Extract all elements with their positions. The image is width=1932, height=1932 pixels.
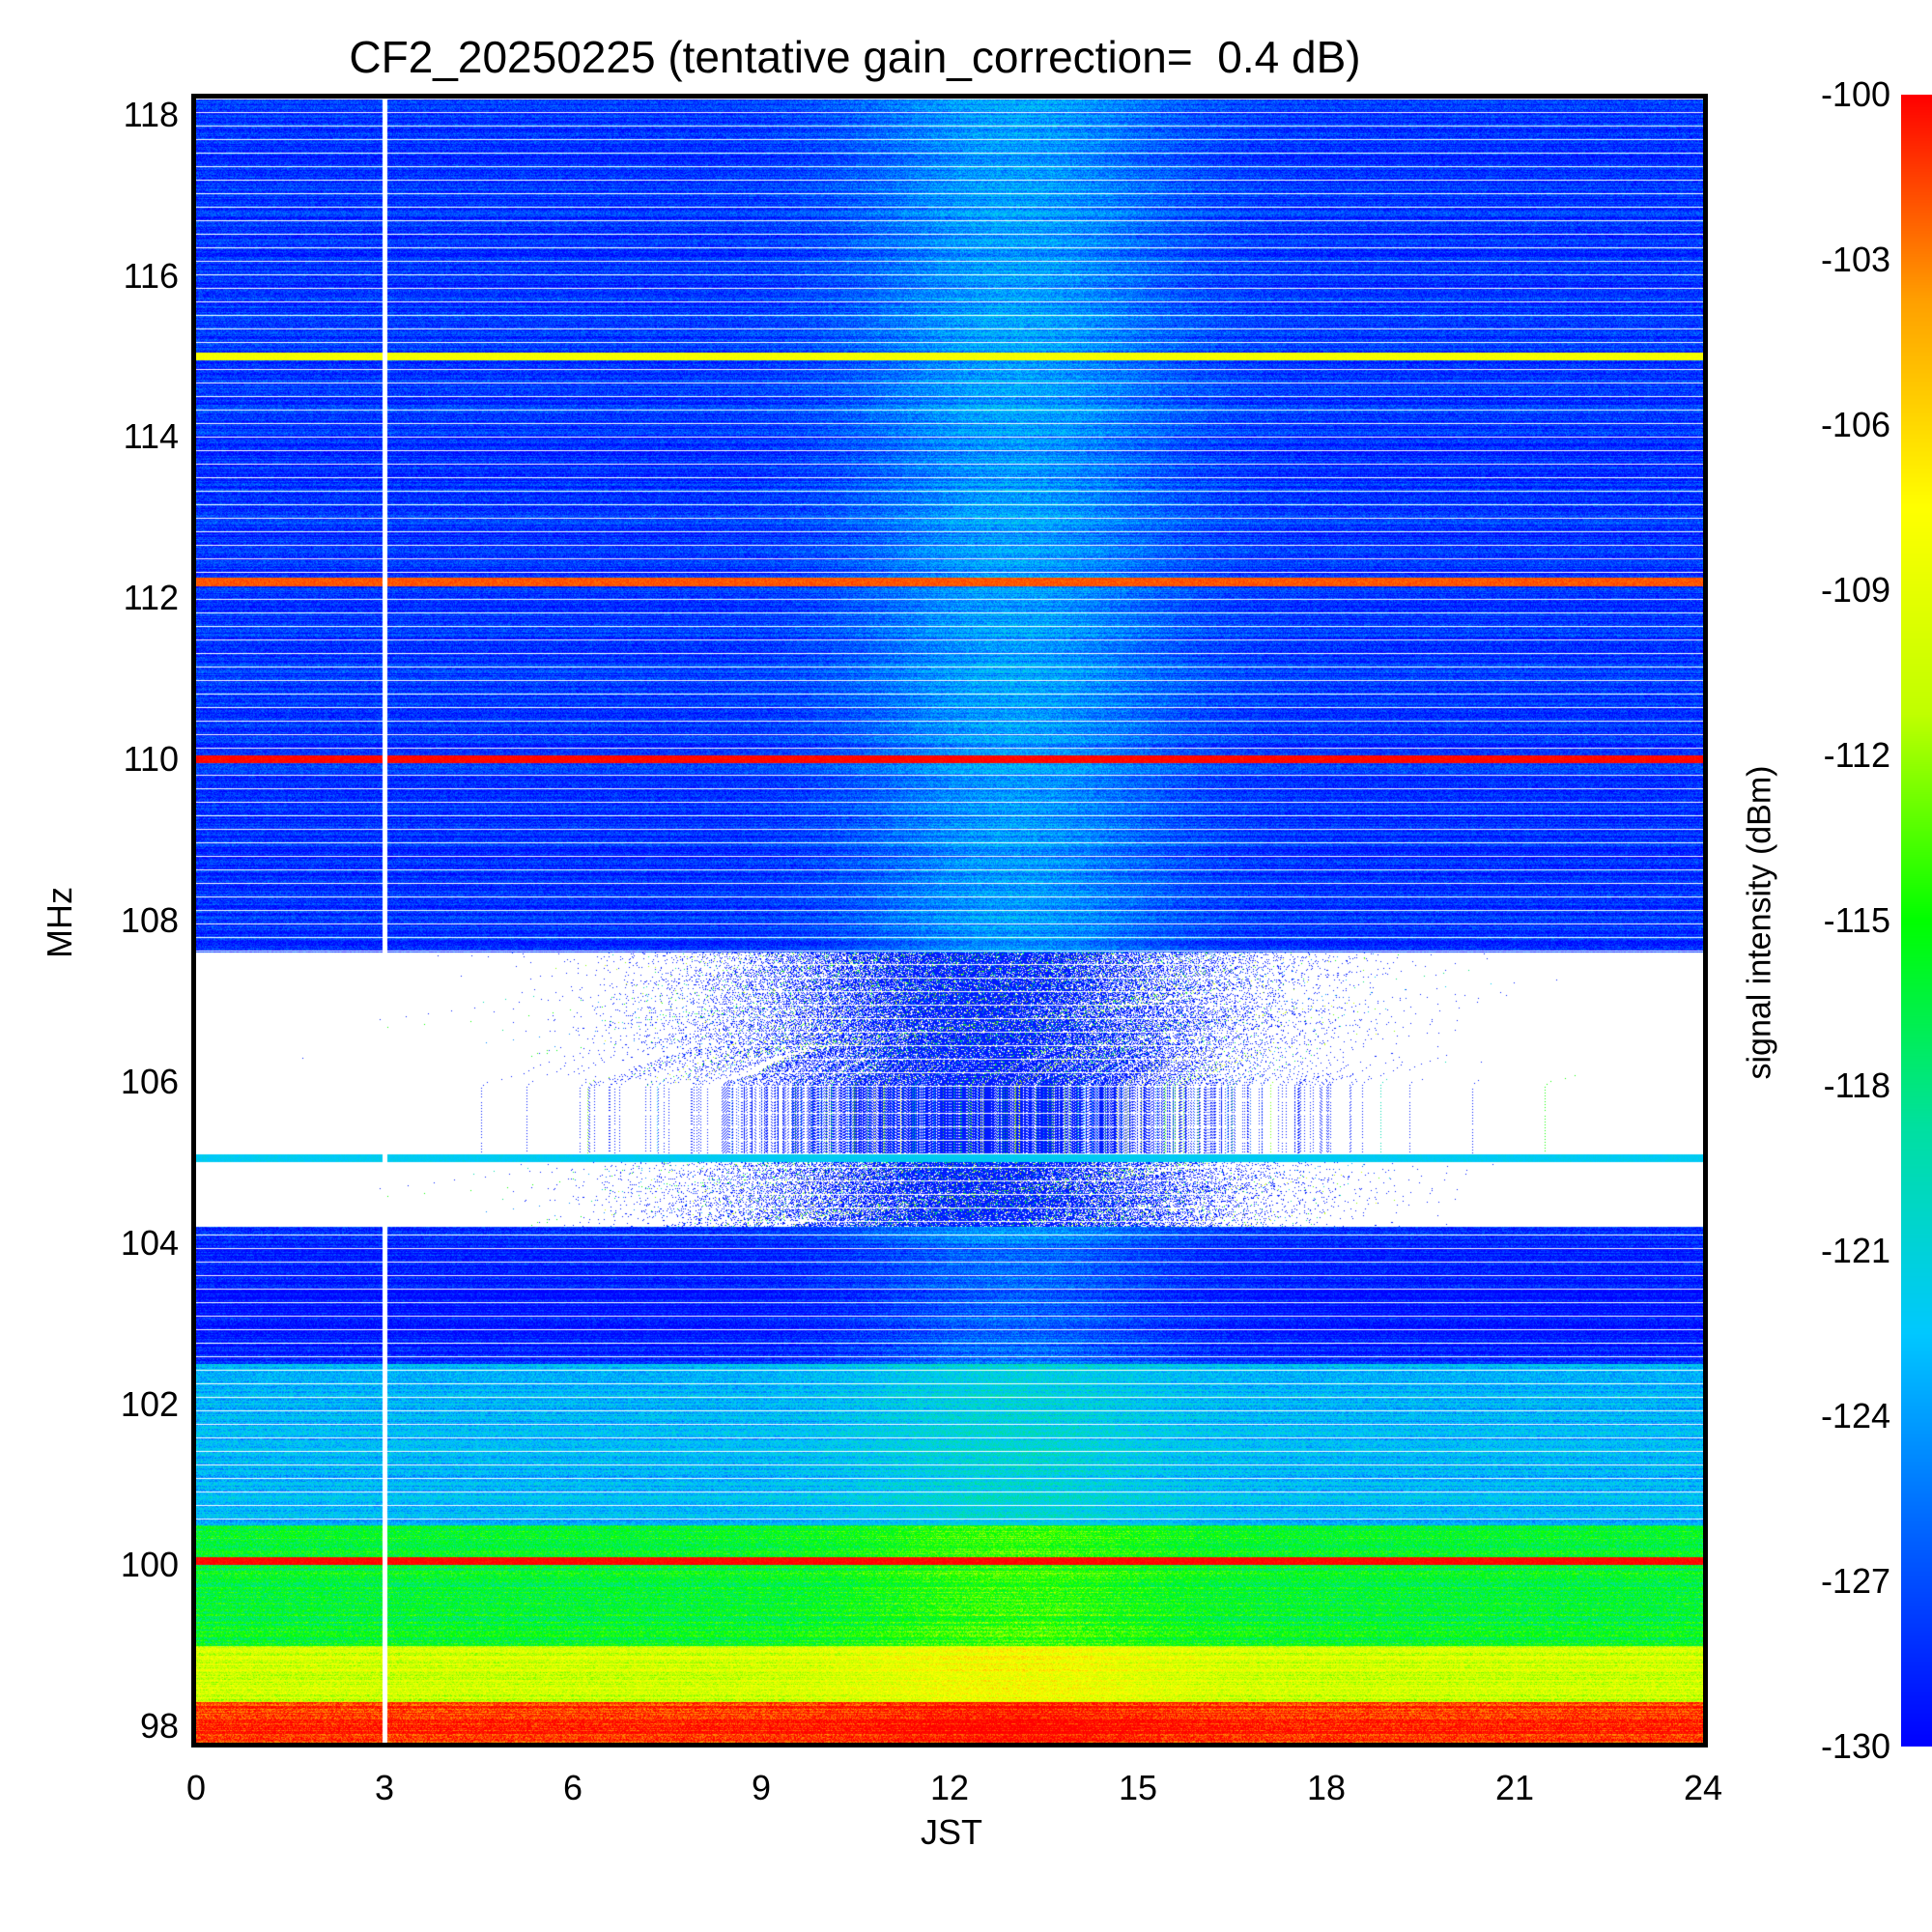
x-tick-label: 21 xyxy=(1494,1768,1535,1807)
y-axis-label: MHz xyxy=(40,887,79,958)
x-tick-label: 3 xyxy=(374,1768,395,1807)
colorbar-tick-label: -127 xyxy=(1820,1561,1890,1601)
colorbar-tick-label: -106 xyxy=(1820,405,1890,444)
y-tick-label: 100 xyxy=(120,1545,179,1585)
chart-title: CF2_20250225 (tentative gain_correction=… xyxy=(349,32,1361,82)
y-tick-label: 98 xyxy=(139,1706,179,1747)
x-axis-label: JST xyxy=(920,1812,983,1852)
x-tick-label: 15 xyxy=(1118,1768,1158,1807)
x-tick-label: 6 xyxy=(562,1768,583,1807)
colorbar-tick-label: -109 xyxy=(1820,570,1890,610)
y-tick-label: 102 xyxy=(120,1383,179,1424)
x-tick-label: 24 xyxy=(1683,1768,1723,1807)
y-tick-label: 106 xyxy=(120,1061,179,1101)
colorbar-label: signal intensity (dBm) xyxy=(1741,765,1778,1080)
colorbar-tick-label: -124 xyxy=(1820,1396,1890,1435)
y-tick-label: 110 xyxy=(123,739,179,780)
colorbar xyxy=(1901,95,1932,1747)
plot-area xyxy=(191,94,1708,1747)
y-tick-label: 112 xyxy=(123,578,179,618)
y-tick-label: 116 xyxy=(123,255,179,296)
colorbar-tick-label: -112 xyxy=(1823,735,1890,775)
colorbar-tick-label: -121 xyxy=(1820,1231,1890,1270)
colorbar-tick-label: -100 xyxy=(1820,74,1890,114)
x-tick-label: 18 xyxy=(1306,1768,1347,1807)
y-tick-label: 104 xyxy=(120,1222,179,1263)
x-tick-label: 9 xyxy=(751,1768,772,1807)
colorbar-tick-label: -118 xyxy=(1823,1065,1890,1105)
colorbar-tick-label: -103 xyxy=(1820,240,1890,279)
y-tick-label: 114 xyxy=(123,416,179,457)
x-tick-label: 12 xyxy=(929,1768,970,1807)
y-tick-label: 108 xyxy=(120,900,179,940)
x-tick-label: 0 xyxy=(185,1768,207,1807)
colorbar-tick-label: -115 xyxy=(1823,900,1890,940)
spectrogram-heatmap xyxy=(196,99,1703,1743)
colorbar-tick-label: -130 xyxy=(1820,1726,1890,1766)
y-tick-label: 118 xyxy=(123,94,179,134)
